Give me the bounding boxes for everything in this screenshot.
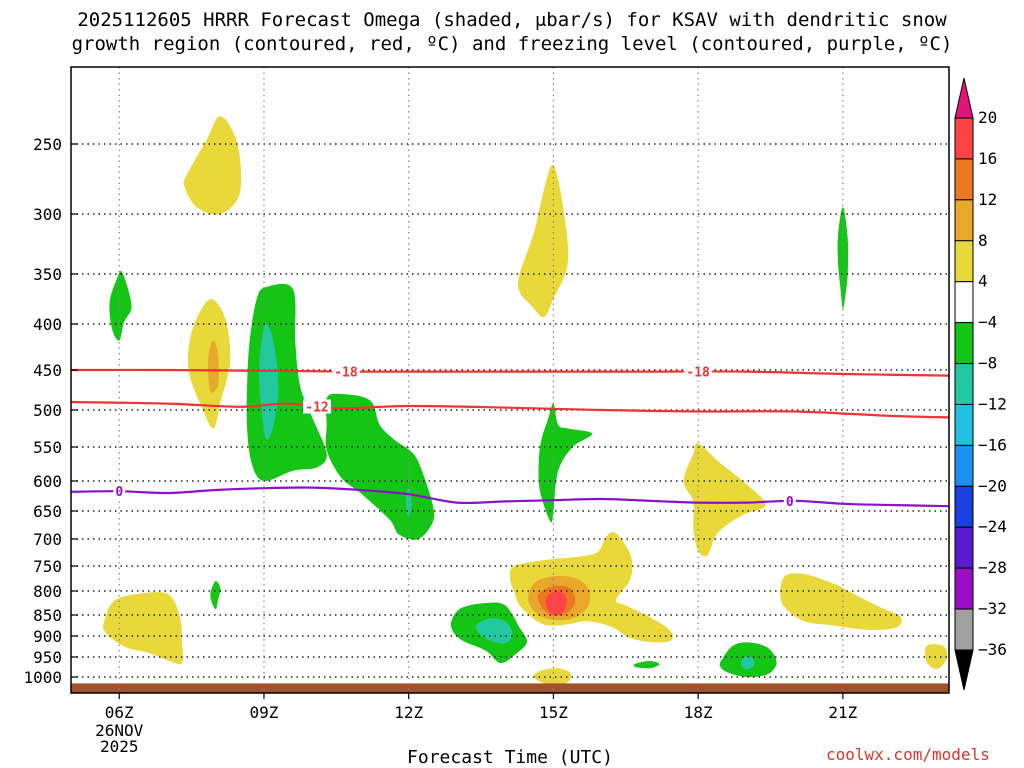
omega-region-0 <box>183 116 242 215</box>
colorbar-label-8: −16 <box>978 435 1007 454</box>
ground-band <box>71 683 949 693</box>
contour-label-bg-0-0 <box>113 484 126 499</box>
omega-region-14 <box>210 580 221 610</box>
colorbar-label-2: 12 <box>978 190 997 209</box>
x-axis-label: Forecast Time (UTC) <box>407 747 613 768</box>
y-tick-label-550: 550 <box>33 438 62 457</box>
colorbar-label-7: −12 <box>978 394 1007 413</box>
grid <box>71 67 949 693</box>
colorbar-segment-1 <box>954 158 974 201</box>
colorbar-label-11: −28 <box>978 558 1007 577</box>
omega-region-9 <box>533 668 572 686</box>
y-tick-label-700: 700 <box>33 530 62 549</box>
colorbar-label-6: −8 <box>978 354 997 373</box>
omega-region-8 <box>545 590 567 616</box>
colorbar-label-3: 8 <box>978 231 988 250</box>
colorbar-label-5: −4 <box>978 313 997 332</box>
colorbar-label-10: −24 <box>978 517 1007 536</box>
y-tick-label-350: 350 <box>33 265 62 284</box>
colorbar-label-9: −20 <box>978 476 1007 495</box>
omega-region-11 <box>780 573 902 630</box>
y-tick-label-300: 300 <box>33 205 62 224</box>
omega-region-25 <box>837 206 849 310</box>
x-tick-label-06Z: 06Z <box>105 703 134 722</box>
colorbar-segment-3 <box>954 240 974 283</box>
colorbar-segment-0 <box>954 117 974 160</box>
plot-frame <box>70 66 950 694</box>
contour-line--18 <box>71 368 949 377</box>
y-tick-label-450: 450 <box>33 361 62 380</box>
contour-label--12-0: -12 <box>305 400 328 415</box>
credit-text: coolwx.com/models <box>826 745 990 764</box>
colorbar-label-1: 16 <box>978 149 997 168</box>
omega-region-10 <box>683 443 766 557</box>
contour-label-bg--18-0 <box>331 364 360 379</box>
omega-region-21 <box>475 618 513 644</box>
y-tick-label-250: 250 <box>33 135 62 154</box>
contour-label-bg--12-0 <box>303 399 332 414</box>
colorbar-segment-4 <box>954 281 974 324</box>
contour-label--18-1: -18 <box>686 366 710 381</box>
x-tick-label-21Z: 21Z <box>828 703 857 722</box>
y-tick-label-850: 850 <box>33 606 62 625</box>
x-tick-label-12Z: 12Z <box>394 703 423 722</box>
ground-terrain-band <box>71 683 949 693</box>
y-tick-label-500: 500 <box>33 401 62 420</box>
colorbar-label-0: 20 <box>978 108 997 127</box>
omega-shaded-regions <box>102 116 948 686</box>
contour-label--18-0: -18 <box>334 365 358 380</box>
contour-label-bg--18-1 <box>684 364 713 379</box>
y-tick-label-750: 750 <box>33 557 62 576</box>
x-date-label-0: 26NOV <box>95 721 144 740</box>
y-tick-label-600: 600 <box>33 472 62 491</box>
omega-region-13 <box>109 271 132 341</box>
colorbar-segment-8 <box>954 444 974 487</box>
colorbar-under-triangle <box>954 649 974 691</box>
colorbar-label-12: −32 <box>978 599 1007 618</box>
colorbar-label-13: −36 <box>978 640 1007 659</box>
colorbar-segment-9 <box>954 485 974 528</box>
y-tick-label-800: 800 <box>33 582 62 601</box>
colorbar-segment-10 <box>954 526 974 569</box>
colorbar-over-triangle <box>954 77 974 119</box>
y-tick-label-400: 400 <box>33 315 62 334</box>
omega-region-19 <box>538 403 593 523</box>
x-tick-label-09Z: 09Z <box>250 703 279 722</box>
chart-title-line-1: 2025112605 HRRR Forecast Omega (shaded, … <box>77 9 947 31</box>
contour-label-0-1: 0 <box>786 495 794 510</box>
colorbar-segment-6 <box>954 363 974 405</box>
contour-labels: -18 -18 -12 0 0 <box>113 364 796 510</box>
omega-region-24 <box>741 656 755 670</box>
y-tick-label-650: 650 <box>33 502 62 521</box>
omega-region-3 <box>517 164 569 318</box>
omega-region-22 <box>633 660 660 669</box>
colorbar-segment-11 <box>954 567 974 610</box>
y-tick-label-950: 950 <box>33 648 62 667</box>
y-tick-label-900: 900 <box>33 627 62 646</box>
contour-line--12 <box>71 400 949 419</box>
y-tick-label-1000: 1000 <box>23 668 62 687</box>
chart-title-line-2: growth region (contoured, red, ºC) and f… <box>71 33 953 55</box>
colorbar: 20 16 12 8 4 −4 −8 −12 −16 −20 −24 −28 −32 −36 <box>954 77 1007 691</box>
colorbar-segment-2 <box>954 199 974 242</box>
contour-label-bg-0-1 <box>783 493 796 508</box>
omega-region-2 <box>208 340 219 393</box>
colorbar-segment-7 <box>954 403 974 446</box>
colorbar-segment-5 <box>954 322 974 365</box>
x-date-label-1: 2025 <box>100 737 139 756</box>
omega-region-4 <box>102 592 184 665</box>
y-axis: 250 300 350 400 450 500 550 600 650 700 750 800 850 9… <box>23 135 78 687</box>
colorbar-segment-12 <box>954 608 974 651</box>
colorbar-label-4: 4 <box>978 272 988 291</box>
x-tick-label-15Z: 15Z <box>539 703 568 722</box>
contour-label-0-0: 0 <box>115 485 123 500</box>
x-tick-label-18Z: 18Z <box>684 703 713 722</box>
